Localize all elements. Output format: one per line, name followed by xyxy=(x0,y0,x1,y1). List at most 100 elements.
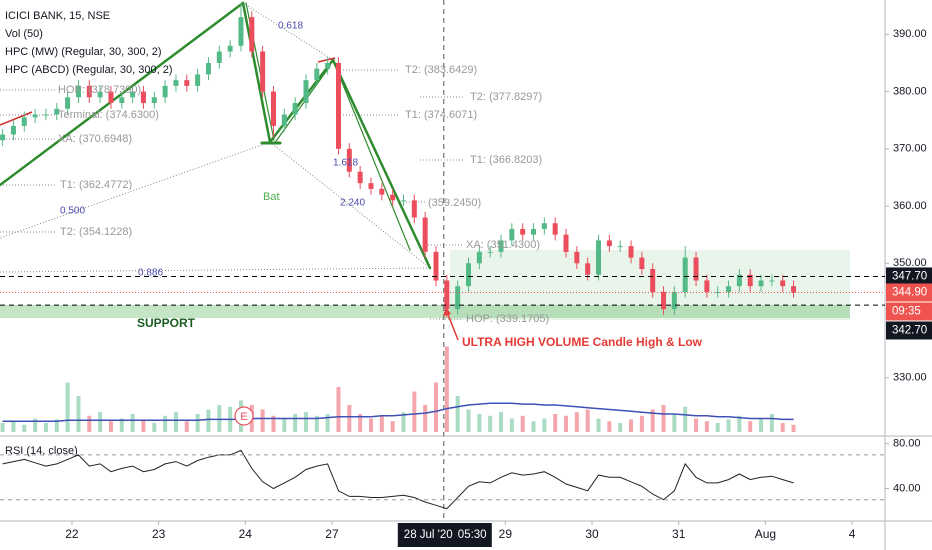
volume-bar xyxy=(520,415,525,432)
volume-bar xyxy=(791,424,796,432)
y-tick-label: 350.00 xyxy=(893,257,927,269)
indicator-label: Vol (50) xyxy=(5,28,43,40)
annotation: 1.618 xyxy=(333,158,358,169)
y-tick-label: 330.00 xyxy=(893,372,927,384)
candle-body xyxy=(541,223,547,229)
volume-bar xyxy=(444,346,449,432)
annotation: HOP: (339.1705) xyxy=(466,313,549,325)
candle-body xyxy=(736,274,742,287)
rsi-title: RSI (14, close) xyxy=(5,445,78,457)
candle-body xyxy=(260,51,266,92)
pattern-leg xyxy=(268,58,335,144)
volume-bar xyxy=(477,414,482,432)
volume-bar xyxy=(173,412,178,432)
volume-bar xyxy=(661,405,666,432)
candle-body xyxy=(433,251,439,281)
volume-bar xyxy=(65,382,70,432)
countdown-tag: 09:35 xyxy=(892,306,921,318)
candle-body xyxy=(368,183,374,189)
candle-body xyxy=(390,194,396,201)
annotation: XA: (370.6948) xyxy=(58,133,132,145)
candle-body xyxy=(303,80,309,104)
earnings-marker[interactable] xyxy=(234,406,254,426)
volume-bar xyxy=(574,412,579,432)
x-tick-label: 29 xyxy=(499,527,513,541)
candle-body xyxy=(509,228,515,241)
red-segment xyxy=(0,111,33,126)
x-tick-label: 30 xyxy=(585,527,599,541)
volume-bar xyxy=(184,421,189,432)
volume-bar xyxy=(748,421,753,432)
price-tag-box xyxy=(886,321,932,340)
candle-body xyxy=(205,62,211,75)
candle-body xyxy=(140,91,146,104)
indicator-label: HPC (MW) (Regular, 30, 300, 2) xyxy=(5,46,162,58)
volume-bar xyxy=(553,414,558,432)
volume-bar xyxy=(639,415,644,432)
candle-body xyxy=(487,251,493,253)
volume-bar xyxy=(390,421,395,432)
volume-bar xyxy=(509,418,514,432)
annotation: T2: (377.8297) xyxy=(470,91,542,103)
candle-body xyxy=(335,62,341,149)
candle-body xyxy=(628,246,634,258)
volume-bar xyxy=(531,421,536,432)
candle-body xyxy=(0,134,6,141)
x-tick-label: 22 xyxy=(65,527,79,541)
volume-bar xyxy=(206,409,211,432)
volume-bar xyxy=(336,387,341,432)
candle-body xyxy=(596,240,602,275)
candle-body xyxy=(281,114,287,126)
candle-body xyxy=(585,263,591,275)
annotation: 2.240 xyxy=(340,198,365,209)
volume-bar xyxy=(629,419,634,432)
candle-body xyxy=(552,223,558,235)
volume-bar xyxy=(303,412,308,432)
volume-bar xyxy=(401,412,406,432)
annotation: SUPPORT xyxy=(137,316,196,330)
volume-bar xyxy=(499,412,504,432)
volume-bar xyxy=(780,423,785,432)
annotation: T1: (362.4772) xyxy=(60,179,132,191)
candle-body xyxy=(130,91,136,98)
volume-bar xyxy=(607,421,612,432)
x-tick-label: 27 xyxy=(325,527,339,541)
candle-body xyxy=(314,68,320,81)
volume-bar xyxy=(152,423,157,432)
candle-body xyxy=(606,240,612,247)
volume-bar xyxy=(54,419,59,432)
candle-body xyxy=(195,74,201,86)
volume-bar xyxy=(542,418,547,432)
last-price-tag: 344.90 xyxy=(892,287,927,299)
annotation: 0.500 xyxy=(60,206,85,217)
candle-body xyxy=(292,103,298,115)
candle-body xyxy=(661,291,667,310)
annotation: Terminal: (374.6300) xyxy=(58,109,159,121)
annotation: Bat xyxy=(263,191,280,203)
volume-bar xyxy=(412,391,417,432)
candle-body xyxy=(108,91,114,104)
annotation: XA: (351.4300) xyxy=(466,239,540,251)
dotted-line xyxy=(269,141,431,269)
candle-body xyxy=(97,91,103,98)
volume-bar xyxy=(433,382,438,432)
candle-body xyxy=(151,97,157,104)
volume-bar xyxy=(759,418,764,432)
support-zone xyxy=(0,305,850,318)
volume-bar xyxy=(108,421,113,432)
candle-body xyxy=(65,97,71,109)
last-price-tag-box xyxy=(886,283,932,302)
candle-body xyxy=(119,97,125,104)
candle-body xyxy=(162,85,168,98)
candle-body xyxy=(173,80,179,86)
volume-bar xyxy=(260,409,265,432)
candle-body xyxy=(671,291,677,310)
candle-body xyxy=(325,62,331,69)
candle-body xyxy=(682,257,688,292)
candle-body xyxy=(704,280,710,292)
candle-body xyxy=(747,274,753,287)
candle-body xyxy=(531,228,537,235)
volume-bar xyxy=(0,423,5,432)
volume-bar xyxy=(163,415,168,432)
